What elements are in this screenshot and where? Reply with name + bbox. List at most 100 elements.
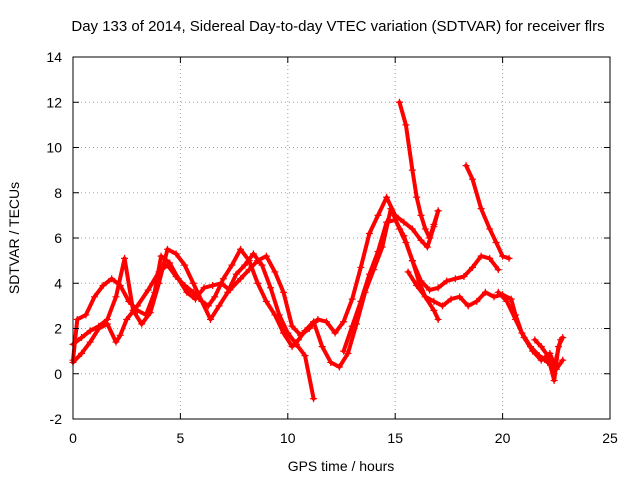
y-tick-label: 8: [54, 185, 62, 201]
data-point-marker: [155, 279, 163, 287]
data-point-marker: [344, 349, 352, 357]
data-point-marker: [241, 261, 249, 269]
data-point-marker: [181, 282, 189, 290]
x-tick-label: 5: [177, 430, 185, 446]
data-point-marker: [374, 248, 382, 256]
data-point-marker: [206, 315, 214, 323]
data-point-marker: [481, 288, 489, 296]
data-point-marker: [301, 327, 309, 335]
data-point-marker: [258, 261, 266, 269]
data-point-marker: [421, 293, 429, 301]
data-point-marker: [249, 250, 257, 258]
data-point-marker: [340, 318, 348, 326]
data-point-marker: [237, 275, 245, 283]
data-point-marker: [301, 352, 309, 360]
data-point-marker: [335, 363, 343, 371]
data-point-marker: [164, 245, 172, 253]
data-point-marker: [402, 121, 410, 129]
x-tick-label: 15: [387, 430, 403, 446]
data-point-marker: [447, 295, 455, 303]
data-point-marker: [183, 288, 191, 296]
data-point-marker: [550, 377, 558, 385]
data-point-marker: [492, 239, 500, 247]
data-point-marker: [434, 284, 442, 292]
data-point-marker: [365, 270, 373, 278]
data-point-marker: [456, 293, 464, 301]
data-point-marker: [503, 297, 511, 305]
series-track: [496, 290, 565, 372]
data-point-marker: [280, 288, 288, 296]
data-point-marker: [138, 320, 146, 328]
data-point-marker: [413, 282, 421, 290]
data-point-marker: [254, 279, 262, 287]
data-point-marker: [404, 268, 412, 276]
series-group: [69, 98, 567, 403]
data-point-marker: [245, 257, 253, 265]
data-point-marker: [486, 225, 494, 233]
data-point-marker: [82, 311, 90, 319]
data-point-marker: [426, 234, 434, 242]
data-point-marker: [520, 334, 528, 342]
data-point-marker: [464, 302, 472, 310]
data-point-marker: [417, 236, 425, 244]
data-point-marker: [112, 338, 120, 346]
data-point-marker: [198, 297, 206, 305]
data-point-marker: [172, 250, 180, 258]
data-point-marker: [322, 318, 330, 326]
data-point-marker: [331, 329, 339, 337]
data-point-marker: [271, 268, 279, 276]
data-point-marker: [189, 288, 197, 296]
data-series-track-g: [462, 162, 513, 262]
data-point-marker: [232, 270, 240, 278]
data-point-marker: [434, 207, 442, 215]
y-axis-label: SDTVAR / TECUs: [6, 182, 22, 294]
x-tick-label: 20: [495, 430, 511, 446]
data-point-marker: [116, 331, 124, 339]
data-point-marker: [477, 205, 485, 213]
data-point-marker: [211, 293, 219, 301]
data-point-marker: [209, 282, 217, 290]
data-point-marker: [262, 252, 270, 260]
chart-title: Day 133 of 2014, Sidereal Day-to-day VTE…: [71, 18, 604, 35]
data-point-marker: [103, 320, 111, 328]
data-point-marker: [413, 193, 421, 201]
data-point-marker: [348, 295, 356, 303]
data-point-marker: [511, 315, 519, 323]
data-point-marker: [499, 252, 507, 260]
data-point-marker: [357, 297, 365, 305]
data-point-marker: [529, 347, 537, 355]
data-point-marker: [421, 225, 429, 233]
data-point-marker: [95, 325, 103, 332]
data-point-marker: [494, 288, 502, 296]
data-point-marker: [462, 162, 470, 170]
data-point-marker: [417, 211, 425, 219]
data-point-marker: [90, 293, 98, 301]
data-point-marker: [288, 343, 296, 351]
data-point-marker: [224, 288, 232, 296]
data-point-marker: [267, 284, 275, 292]
data-point-marker: [164, 261, 172, 269]
data-point-marker: [78, 349, 86, 357]
data-point-marker: [469, 263, 477, 271]
data-point-marker: [295, 336, 303, 344]
data-point-marker: [554, 343, 562, 351]
series-track: [397, 100, 441, 240]
data-point-marker: [86, 338, 94, 346]
y-tick-label: 2: [54, 321, 62, 337]
data-point-marker: [395, 98, 403, 106]
data-point-marker: [237, 245, 245, 253]
data-point-marker: [280, 329, 288, 337]
data-point-marker: [490, 293, 498, 301]
data-point-marker: [262, 297, 270, 305]
y-tick-label: -2: [50, 411, 63, 427]
data-series-track-d: [340, 216, 502, 355]
data-point-marker: [146, 309, 154, 317]
data-series-track-i: [531, 334, 567, 385]
data-point-marker: [310, 395, 318, 403]
data-point-marker: [387, 205, 395, 213]
data-point-marker: [314, 315, 322, 323]
data-point-marker: [423, 243, 431, 251]
x-tick-label: 0: [69, 430, 77, 446]
data-point-marker: [310, 318, 318, 326]
